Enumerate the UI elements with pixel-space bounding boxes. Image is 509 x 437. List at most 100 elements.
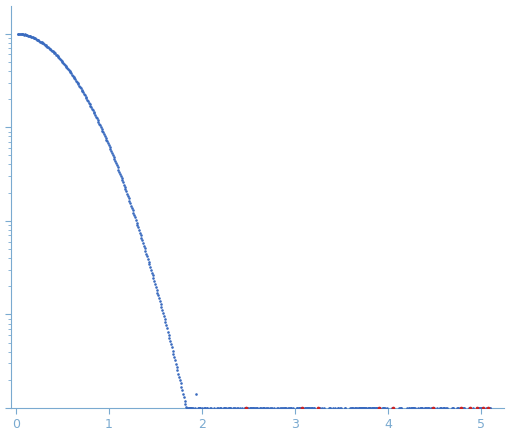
Point <box>354 405 362 412</box>
Point <box>375 405 383 412</box>
Point <box>374 405 382 412</box>
Point <box>152 286 160 293</box>
Point <box>175 373 183 380</box>
Point <box>367 405 375 412</box>
Point <box>78 88 86 95</box>
Point <box>252 405 261 412</box>
Point <box>161 319 169 326</box>
Point <box>213 405 221 412</box>
Point <box>241 405 249 412</box>
Point <box>257 405 265 412</box>
Point <box>382 405 390 412</box>
Point <box>341 405 349 412</box>
Point <box>456 405 464 412</box>
Point <box>435 405 443 412</box>
Point <box>305 405 314 412</box>
Point <box>34 37 42 44</box>
Point <box>62 62 70 69</box>
Point <box>328 405 336 412</box>
Point <box>17 31 25 38</box>
Point <box>380 405 388 412</box>
Point <box>61 61 69 68</box>
Point <box>458 405 466 412</box>
Point <box>20 31 28 38</box>
Point <box>394 405 403 412</box>
Point <box>472 405 480 412</box>
Point <box>69 73 77 80</box>
Point <box>131 214 139 221</box>
Point <box>124 195 132 202</box>
Point <box>448 405 457 412</box>
Point <box>475 405 484 412</box>
Point <box>369 405 377 412</box>
Point <box>347 405 355 412</box>
Point <box>135 229 144 236</box>
Point <box>93 117 101 124</box>
Point <box>168 347 177 354</box>
Point <box>224 405 232 412</box>
Point <box>179 393 187 400</box>
Point <box>18 31 26 38</box>
Point <box>176 380 184 387</box>
Point <box>64 66 72 73</box>
Point <box>455 405 463 412</box>
Point <box>104 142 112 149</box>
Point <box>201 405 209 412</box>
Point <box>49 49 58 56</box>
Point <box>30 34 38 41</box>
Point <box>184 405 192 412</box>
Point <box>164 331 173 338</box>
Point <box>245 405 253 412</box>
Point <box>43 43 51 50</box>
Point <box>83 97 92 104</box>
Point <box>379 405 387 412</box>
Point <box>163 328 172 335</box>
Point <box>73 78 81 85</box>
Point <box>357 405 365 412</box>
Point <box>127 202 135 209</box>
Point <box>402 405 410 412</box>
Point <box>26 33 35 40</box>
Point <box>107 148 115 155</box>
Point <box>199 405 207 412</box>
Point <box>394 405 402 412</box>
Point <box>304 405 313 412</box>
Point <box>277 405 285 412</box>
Point <box>371 405 379 412</box>
Point <box>337 405 345 412</box>
Point <box>193 405 202 412</box>
Point <box>287 405 295 412</box>
Point <box>95 120 103 127</box>
Point <box>297 405 305 412</box>
Point <box>123 191 131 198</box>
Point <box>98 127 106 134</box>
Point <box>181 400 189 407</box>
Point <box>150 277 158 284</box>
Point <box>187 405 195 412</box>
Point <box>309 405 317 412</box>
Point <box>28 34 36 41</box>
Point <box>361 405 369 412</box>
Point <box>128 204 136 211</box>
Point <box>364 405 373 412</box>
Point <box>240 405 248 412</box>
Point <box>148 269 156 276</box>
Point <box>71 76 79 83</box>
Point <box>187 405 195 412</box>
Point <box>358 405 366 412</box>
Point <box>180 397 188 404</box>
Point <box>128 207 136 214</box>
Point <box>428 405 436 412</box>
Point <box>179 390 187 397</box>
Point <box>69 73 77 80</box>
Point <box>426 405 434 412</box>
Point <box>210 405 218 412</box>
Point <box>41 42 49 49</box>
Point <box>268 405 276 412</box>
Point <box>272 405 280 412</box>
Point <box>354 405 362 412</box>
Point <box>333 405 341 412</box>
Point <box>407 405 415 412</box>
Point <box>74 81 82 88</box>
Point <box>256 405 264 412</box>
